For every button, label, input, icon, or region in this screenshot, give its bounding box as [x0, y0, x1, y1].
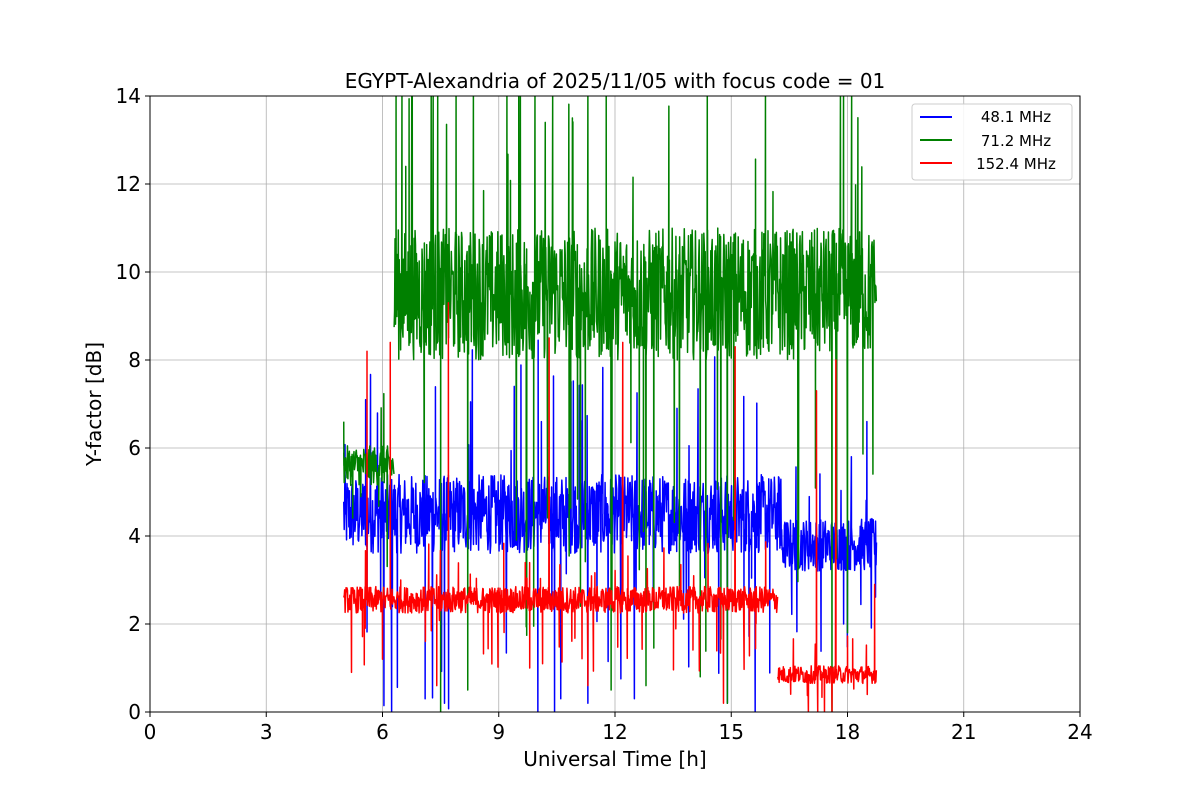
x-tick-label: 21: [951, 720, 976, 744]
series-1: [343, 96, 878, 712]
y-tick-label: 6: [128, 436, 141, 460]
x-tick-label: 3: [260, 720, 273, 744]
x-axis-label: Universal Time [h]: [523, 747, 706, 771]
legend-label-48-1: 48.1 MHz: [981, 108, 1051, 126]
y-tick-label: 8: [128, 348, 141, 372]
plot-area: [343, 96, 878, 712]
series-line-2-segment-0: [343, 302, 779, 704]
y-tick-label: 14: [116, 84, 141, 108]
y-tick-label: 10: [116, 260, 141, 284]
x-tick-label: 9: [492, 720, 505, 744]
y-axis: 0 2 4 6 8 10 12 14: [116, 84, 150, 724]
y-tick-label: 4: [128, 524, 141, 548]
x-tick-label: 6: [376, 720, 389, 744]
y-axis-label: Y-factor [dB]: [82, 342, 106, 467]
x-tick-label: 24: [1067, 720, 1092, 744]
legend-label-71-2: 71.2 MHz: [981, 132, 1051, 150]
y-tick-label: 12: [116, 172, 141, 196]
x-tick-label: 15: [719, 720, 744, 744]
legend: 48.1 MHz 71.2 MHz 152.4 MHz: [911, 103, 1073, 181]
series-2: [343, 302, 878, 712]
series-line-1-segment-1: [393, 96, 878, 712]
x-tick-label: 18: [835, 720, 860, 744]
x-tick-label: 0: [144, 720, 157, 744]
legend-label-152-4: 152.4 MHz: [976, 155, 1056, 173]
y-tick-label: 0: [128, 700, 141, 724]
series-line-0-segment-0: [343, 339, 783, 712]
chart-title: EGYPT-Alexandria of 2025/11/05 with focu…: [345, 69, 886, 93]
x-tick-label: 12: [602, 720, 627, 744]
series-line-0-segment-1: [780, 420, 878, 652]
series-line-2-segment-1: [777, 359, 878, 712]
x-axis: 0 3 6 9 12 15 18 21 24: [144, 712, 1093, 744]
legend-box: [911, 103, 1073, 181]
series-0: [343, 339, 878, 712]
y-tick-label: 2: [128, 612, 141, 636]
series-line-1-segment-0: [343, 392, 395, 568]
